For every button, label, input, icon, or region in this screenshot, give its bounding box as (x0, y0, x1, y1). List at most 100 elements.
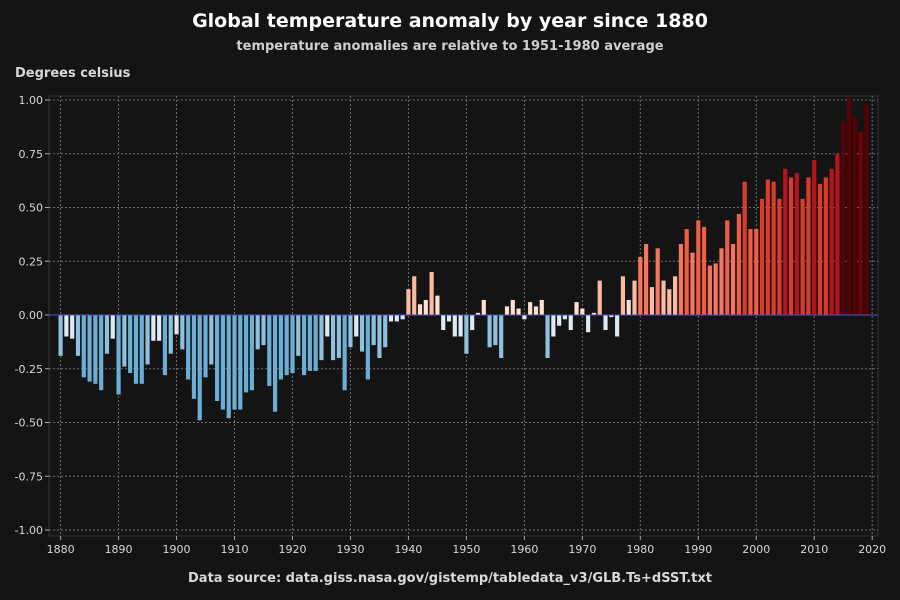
chart-subtitle: temperature anomalies are relative to 19… (236, 39, 664, 54)
bar-1977 (620, 276, 626, 315)
bar-1895 (145, 315, 150, 365)
bar-1993 (713, 263, 718, 315)
bar-1933 (365, 315, 370, 380)
bar-1885 (87, 315, 92, 382)
bar-1967 (562, 315, 568, 320)
bar-1982 (649, 287, 654, 315)
bar-1940 (406, 289, 411, 315)
bar-1994 (719, 248, 724, 315)
bar-1991 (702, 226, 707, 315)
bar-1921 (296, 315, 301, 356)
bar-2005 (783, 168, 788, 315)
bar-1963 (539, 299, 544, 315)
bar-1884 (81, 315, 86, 378)
bar-1951 (470, 315, 475, 331)
bar-1937 (388, 315, 394, 322)
bar-1882 (70, 315, 75, 339)
bar-1946 (441, 315, 446, 331)
bar-1881 (64, 315, 69, 337)
bar-1978 (626, 299, 631, 315)
bar-1999 (748, 229, 753, 315)
y-tick-label: 0.50 (19, 202, 44, 215)
bar-1970 (580, 308, 585, 315)
bar-1959 (516, 308, 521, 315)
bar-1924 (313, 315, 318, 371)
bar-1971 (586, 315, 591, 333)
axes: -1.00 -0.75 -0.50 -0.25 0.00 0.25 0.50 0.75 1.00… (15, 94, 887, 556)
x-tick-label: 1900 (163, 543, 191, 556)
bar-1894 (139, 315, 144, 384)
bar-1983 (655, 248, 660, 315)
bar-1914 (255, 315, 260, 350)
bar-1943 (423, 299, 428, 315)
bar-2011 (817, 183, 823, 315)
bar-1948 (452, 315, 457, 337)
bar-1880 (58, 315, 63, 356)
bar-1918 (278, 315, 283, 380)
y-tick-label: 1.00 (19, 94, 44, 107)
bar-1915 (261, 315, 266, 346)
bar-2015 (841, 121, 846, 315)
x-tick-label: 1970 (568, 543, 596, 556)
bar-1901 (180, 315, 185, 350)
bar-1930 (348, 315, 353, 348)
bar-1954 (487, 315, 492, 348)
bar-1949 (458, 315, 463, 337)
bar-1964 (545, 315, 550, 358)
bar-1917 (273, 315, 278, 412)
bar-1976 (615, 315, 620, 337)
bar-1935 (377, 315, 382, 358)
bar-1957 (504, 306, 510, 315)
chart-title: Global temperature anomaly by year since… (192, 10, 708, 32)
bar-1969 (574, 302, 579, 315)
bar-1956 (499, 315, 504, 358)
bar-1958 (510, 299, 515, 315)
bar-1988 (684, 229, 689, 315)
bar-1886 (93, 315, 98, 384)
bar-1947 (446, 315, 452, 322)
bar-1981 (644, 244, 649, 315)
y-tick-label: -0.50 (15, 417, 43, 430)
bar-1944 (429, 272, 434, 315)
data-source-note: Data source: data.giss.nasa.gov/gistemp/… (188, 571, 712, 586)
bar-1931 (354, 315, 359, 337)
bar-1941 (412, 276, 417, 315)
bar-1985 (667, 289, 672, 315)
bar-1980 (638, 256, 643, 315)
bar-1904 (197, 315, 202, 421)
bar-1939 (400, 315, 405, 320)
bar-1990 (696, 220, 701, 315)
bar-1927 (330, 315, 336, 361)
bar-1952 (475, 312, 481, 315)
bar-1923 (307, 315, 312, 371)
bar-2009 (806, 177, 811, 315)
x-tick-label: 1890 (105, 543, 133, 556)
bar-1992 (707, 265, 712, 315)
bar-1986 (673, 276, 678, 315)
y-tick-label: 0.75 (19, 148, 44, 161)
bar-1887 (99, 315, 104, 391)
bar-2003 (771, 181, 776, 315)
bar-2013 (829, 168, 834, 315)
x-tick-label: 2000 (742, 543, 770, 556)
bar-1955 (493, 315, 498, 346)
bar-1890 (116, 315, 121, 395)
bar-1908 (220, 315, 225, 410)
bar-1973 (597, 280, 602, 315)
bar-2010 (812, 160, 817, 315)
bar-1900 (174, 315, 179, 335)
x-tick-label: 1880 (47, 543, 75, 556)
x-tick-label: 2010 (800, 543, 828, 556)
x-tick-label: 1920 (278, 543, 306, 556)
bar-1997 (736, 213, 741, 315)
bar-1929 (342, 315, 347, 391)
bar-1926 (325, 315, 330, 337)
bar-1936 (383, 315, 388, 348)
bar-1975 (609, 315, 614, 318)
bar-2018 (858, 132, 863, 315)
x-tick-label: 1910 (221, 543, 249, 556)
bars (58, 97, 869, 421)
bar-1892 (128, 315, 133, 374)
